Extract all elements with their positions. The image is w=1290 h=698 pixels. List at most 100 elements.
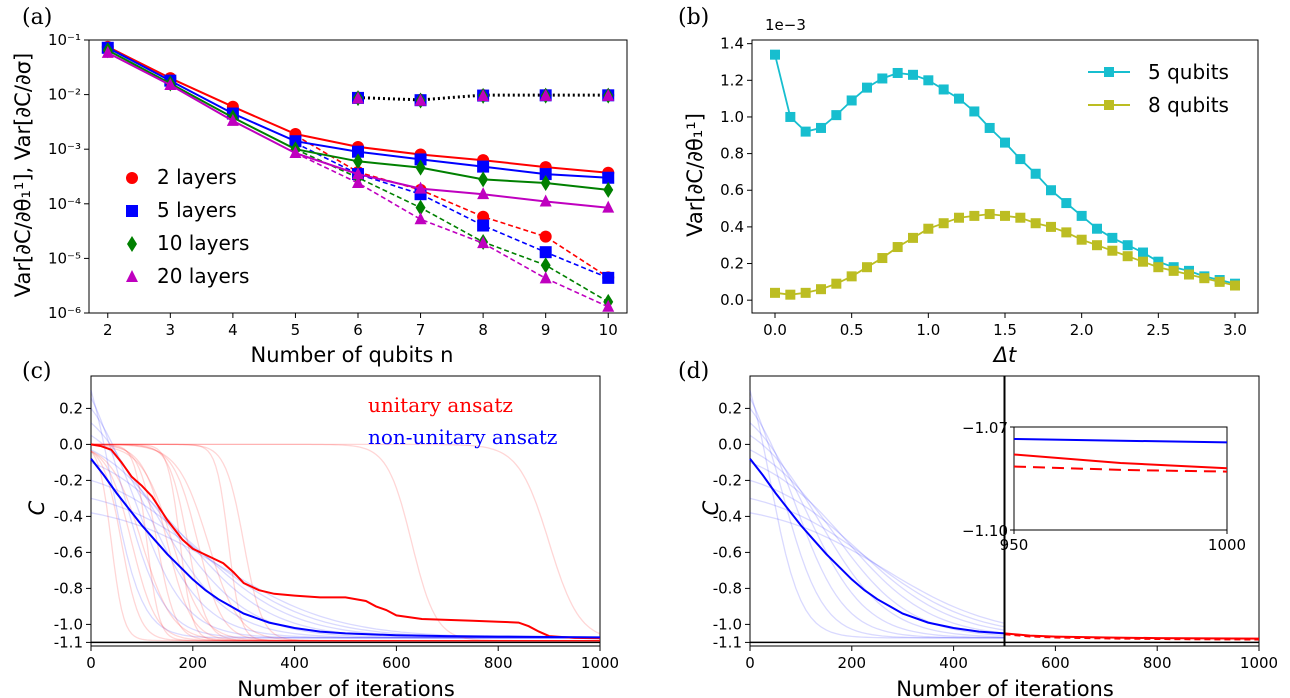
panel-d-faint-non-unitary-line (749, 497, 1005, 628)
panel-a-point (414, 212, 427, 225)
panel-b-point (1076, 210, 1087, 221)
panel-b-point (954, 93, 964, 104)
panel-d-faint-non-unitary-line (749, 512, 1005, 624)
panel-c-ytick-label: -0.6 (54, 543, 83, 561)
panel-a-dashed-line (294, 134, 609, 278)
panel-a-ytick-label: 10⁻⁶ (48, 304, 81, 322)
panel-b-offset-label: 1e−3 (765, 16, 806, 34)
panel-b-xtick-label: 3.0 (1223, 321, 1247, 339)
panel-c-ytick-label: -0.2 (54, 471, 83, 489)
panel-b-xtick-label: 0.0 (763, 321, 787, 339)
panel-b-point (1107, 232, 1118, 243)
panel-d-inset-xtick-label: 1000 (1208, 536, 1246, 554)
panel-a-dashed-line (295, 152, 609, 308)
panel-b-ytick-label: 0.2 (720, 255, 744, 273)
panel-a-xtick-label: 9 (541, 321, 551, 339)
panel-a-point (477, 160, 490, 173)
panel-label-a: (a) (22, 5, 52, 30)
panel-d-xtick-label: 200 (837, 654, 866, 672)
panel-d-ytick-label: -0.2 (713, 471, 742, 489)
panel-d-faint-non-unitary-line (749, 408, 1005, 639)
panel-a-point (101, 45, 114, 58)
panel-c-ylabel: C (25, 500, 49, 515)
panel-b-xtick-label: 1.5 (993, 321, 1017, 339)
panel-d-xtick-label: 800 (1143, 654, 1172, 672)
panel-a-xtick-label: 4 (228, 321, 238, 339)
panel-d-xtick-label: 600 (1041, 654, 1070, 672)
panel-c-faint-unitary-line (90, 450, 600, 642)
panel-c-ytick-label: 0.2 (59, 399, 83, 417)
panel-b-legend-marker (1104, 67, 1114, 77)
panel-c-faint-unitary-line (91, 443, 601, 635)
panel-c-xtick-label: 0 (86, 654, 96, 672)
panel-d-faint-non-unitary-line (749, 390, 1005, 639)
panel-d-ytick-label: -0.8 (713, 579, 742, 597)
panel-c-faint-unitary-line (91, 443, 600, 642)
panel-a-sigma-point (539, 88, 552, 101)
panel-c-xlabel: Number of iterations (237, 677, 455, 698)
panel-d-ytick-label: -0.4 (713, 507, 742, 525)
panel-a-point (478, 171, 489, 188)
panel-b-chart: 0.0 0.5 1.0 1.5 2.0 2.5 3.0 0.0 0.2 0.4 0.6 0.8 1.0 1… (720, 35, 1259, 339)
panel-a-point (352, 176, 364, 189)
panel-a-ytick-label: 10⁻² (48, 86, 81, 104)
panel-a-point (477, 187, 490, 200)
panel-c-faint-unitary-line (91, 443, 600, 642)
panel-c-faint-non-unitary-line (90, 422, 600, 639)
panel-a-point (289, 146, 302, 159)
panel-b-point (770, 49, 780, 60)
panel-d-faint-non-unitary-line (749, 461, 1005, 634)
panel-b-ytick-label: 1.0 (720, 108, 744, 126)
panel-a-point (602, 271, 615, 284)
panel-a-xtick-label: 7 (416, 321, 426, 339)
panel-b-ytick-label: 0.0 (720, 291, 744, 309)
panel-b-point (877, 253, 888, 264)
panel-a-legend-label: 20 layers (157, 264, 249, 288)
panel-a-point (539, 230, 552, 243)
panel-a-point (415, 159, 426, 176)
panel-d-chart: 0 200 400 600 800 1000 0.2 0.0 -0.2 -0.4 -0.6 -0.8 -… (713, 375, 1278, 672)
panel-a-point (352, 145, 364, 158)
panel-b-ytick-label: 1.4 (720, 35, 744, 53)
panel-label-b: (b) (678, 5, 709, 30)
panel-b-xtick-label: 2.0 (1070, 321, 1094, 339)
panel-c-ytick-label: -1.0 (54, 615, 83, 633)
panel-b-point (908, 69, 918, 80)
panel-a-xlabel: Number of qubits n (251, 343, 454, 367)
panel-c-faint-non-unitary-line (90, 390, 600, 639)
panel-b-line (774, 54, 1236, 285)
panel-a-ytick-label: 10⁻⁵ (48, 249, 81, 267)
panel-b-point (892, 67, 903, 78)
panel-d-continuation-dashed-line (1004, 633, 1260, 641)
panel-a-legend-label: 2 layers (157, 165, 237, 189)
panel-b-ytick-label: 0.8 (720, 145, 744, 163)
panel-b-point (1000, 137, 1010, 148)
panel-a-point (540, 257, 551, 274)
panel-a-xtick-label: 3 (166, 321, 176, 339)
panel-b-point (938, 84, 949, 95)
panel-d-faint-non-unitary-line (749, 397, 1005, 639)
panel-c-ytick-label: -1.1 (54, 633, 83, 651)
panel-c-faint-unitary-line (91, 443, 600, 642)
panel-a-sigma-point (414, 93, 427, 106)
panel-c-faint-unitary-line (90, 450, 600, 642)
panel-b-point (969, 106, 980, 117)
panel-b-point (800, 287, 811, 298)
panel-b-point (862, 82, 872, 93)
panel-b-point (969, 210, 980, 221)
panel-b-point (1092, 223, 1102, 234)
panel-d-xtick-label: 1000 (1240, 654, 1278, 672)
panel-b-point (1030, 168, 1041, 179)
panel-c-faint-unitary-line (91, 443, 600, 642)
panel-d-faint-non-unitary-line (749, 434, 1005, 638)
panel-b-ylabel: Var[∂C/∂θ₁¹] (683, 113, 707, 237)
panel-c-xtick-label: 800 (484, 654, 513, 672)
panel-b-ytick-label: 0.6 (720, 181, 744, 199)
panel-c-faint-unitary-line (91, 443, 600, 642)
panel-b-point (984, 122, 995, 133)
panel-a-legend-marker (126, 172, 138, 184)
panel-b-point (1153, 256, 1164, 267)
panel-b-point (770, 287, 780, 298)
panel-b-point (816, 122, 826, 133)
